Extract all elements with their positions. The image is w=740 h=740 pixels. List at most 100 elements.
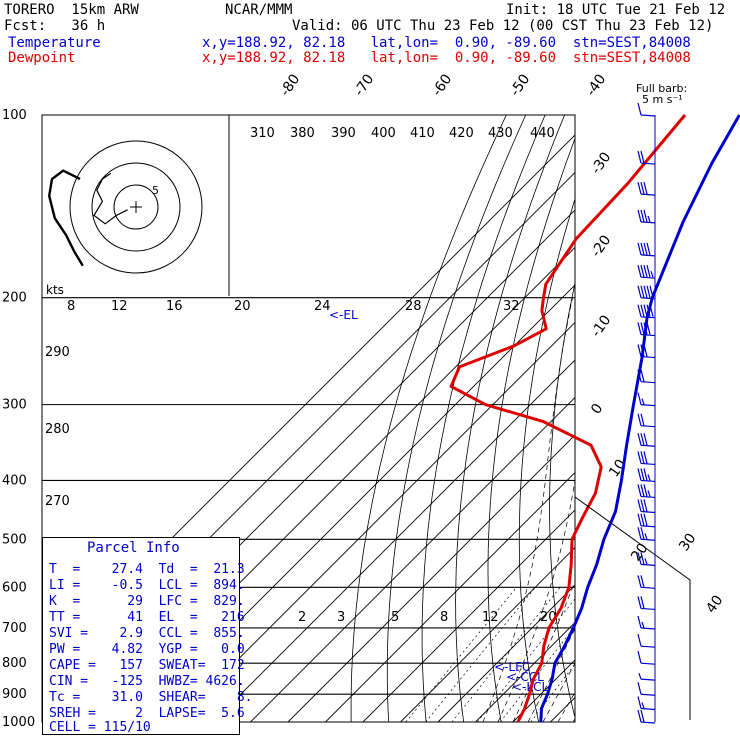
wind-barb-half-feather [638,672,642,680]
wind-barb-feather [646,304,651,317]
wind-barb-feather [640,181,645,195]
wind-barb [637,651,656,665]
wind-barb-shaft [640,607,656,611]
pressure-tick-label: 900 [2,687,27,702]
pressure-tick-label: 500 [2,532,27,547]
wind-barb [637,392,656,407]
valid-time: Valid: 06 UTC Thu 23 Feb 12 (00 CST Thu … [292,18,714,34]
hodograph-speed-unit: kts [46,283,64,297]
isotherm-tick-label: 0 [588,401,606,417]
isotherm-tick-label: 40 [703,593,726,617]
wind-barb-feather [646,322,651,335]
isotherm-line [287,434,575,722]
mixing-ratio-label: 5 [391,610,399,625]
wind-barb-feather [643,484,648,497]
isotherm-tick-label: -70 [351,71,377,99]
theta-tick-label: 430 [488,126,513,141]
wind-barb-feather [637,634,642,647]
level-annotation: <-EL [329,308,358,322]
wind-barb-feather [637,596,642,609]
wind-barb-shaft [640,586,656,589]
hodograph-trace [93,172,128,225]
parcel-row: Tc = 31.0 SHEAR= 8. [49,690,253,705]
wind-barb-feather [643,242,648,256]
wind-barb-feather [637,433,642,446]
dry-adiabat-line [421,115,546,722]
wind-barb-shaft [640,495,656,499]
hodograph-speed-label: 32 [503,299,520,314]
wind-barb-feather [640,596,645,609]
wind-barb-feather [640,575,645,588]
wind-barb [637,513,656,528]
wind-barb-feather [640,304,645,317]
theta-tick-label: 310 [250,126,275,141]
wind-barb-feather [646,242,651,256]
wind-barb [637,413,656,428]
wind-barb [637,615,656,630]
wind-barb-shaft [640,662,656,665]
hodograph-speed-label: 28 [405,299,422,314]
hodograph-ring [113,184,159,230]
wind-barb-shaft [640,525,656,528]
theta-tick-label: 270 [45,494,70,509]
theta-tick-label: 380 [290,126,315,141]
isotherm-tick-label: -40 [583,71,609,99]
wind-barb-feather [637,696,642,709]
wind-barb [637,634,656,648]
pressure-tick-label: 600 [2,580,27,595]
wind-barb-shaft [640,297,656,300]
wind-barb-feather [640,709,645,723]
wind-barb [637,709,656,724]
model-title: TORERO 15km ARW [4,2,139,18]
init-time: Init: 18 UTC Tue 21 Feb 12 [506,2,726,18]
theta-tick-label: 420 [449,126,474,141]
mixing-ratio-label: 3 [337,610,345,625]
wind-barb-feather [643,499,648,512]
wind-barb-feather [643,265,648,278]
mixing-ratio-label: 8 [440,610,448,625]
wind-barb-feather [637,242,642,256]
wind-barb-shaft [640,707,656,711]
pressure-tick-label: 800 [2,656,27,671]
isotherm-tick-label: -30 [588,149,614,177]
wind-barb-feather [637,451,642,464]
wind-barb-shaft [640,693,656,696]
wind-barb-shaft [640,479,656,483]
isotherm-line [325,471,575,722]
dry-adiabat-line [635,115,689,722]
wind-barb-shaft [640,221,656,224]
wind-barb-feather [637,344,642,357]
barb-legend-title: Full barb: [636,82,687,95]
wind-barb [637,552,656,566]
wind-barb [637,242,656,257]
parcel-info-title: Parcel Info [87,540,180,556]
wind-barb [638,672,656,681]
theta-tick-label: 280 [45,422,70,437]
wind-barb-half-feather [644,533,648,540]
dewpoint-curve [449,114,687,723]
dewpoint-legend: Dewpoint [8,50,76,66]
wind-barb [637,304,656,319]
barb-legend-unit: 5 m s⁻¹ [642,93,683,106]
wind-barb-shaft [640,462,656,466]
parcel-row: K = 29 LFC = 829. [49,594,245,609]
dry-adiabat-line [607,115,662,722]
pressure-tick-label: 200 [2,291,27,306]
parcel-row: SVI = 2.9 CCL = 855. [49,626,245,641]
wind-barb-shaft [640,276,656,279]
wind-barb-feather [640,451,645,464]
wind-barb [637,499,656,514]
wind-barb-feather [637,615,642,629]
mixing-ratio-line [425,587,536,722]
wind-barb-feather [646,265,651,278]
isotherm-tick-label: -10 [588,312,614,340]
wind-barb-shaft [640,355,656,359]
wind-barb-shaft [640,404,656,407]
dry-adiabat-line [386,115,527,722]
wind-barb [637,575,656,589]
wind-barb-shaft [640,444,656,447]
wind-barb-feather [637,265,642,278]
parcel-row: SREH = 2 LAPSE= 5.6 [49,706,245,721]
wind-barb [637,682,656,696]
wind-barb-feather [643,433,648,446]
